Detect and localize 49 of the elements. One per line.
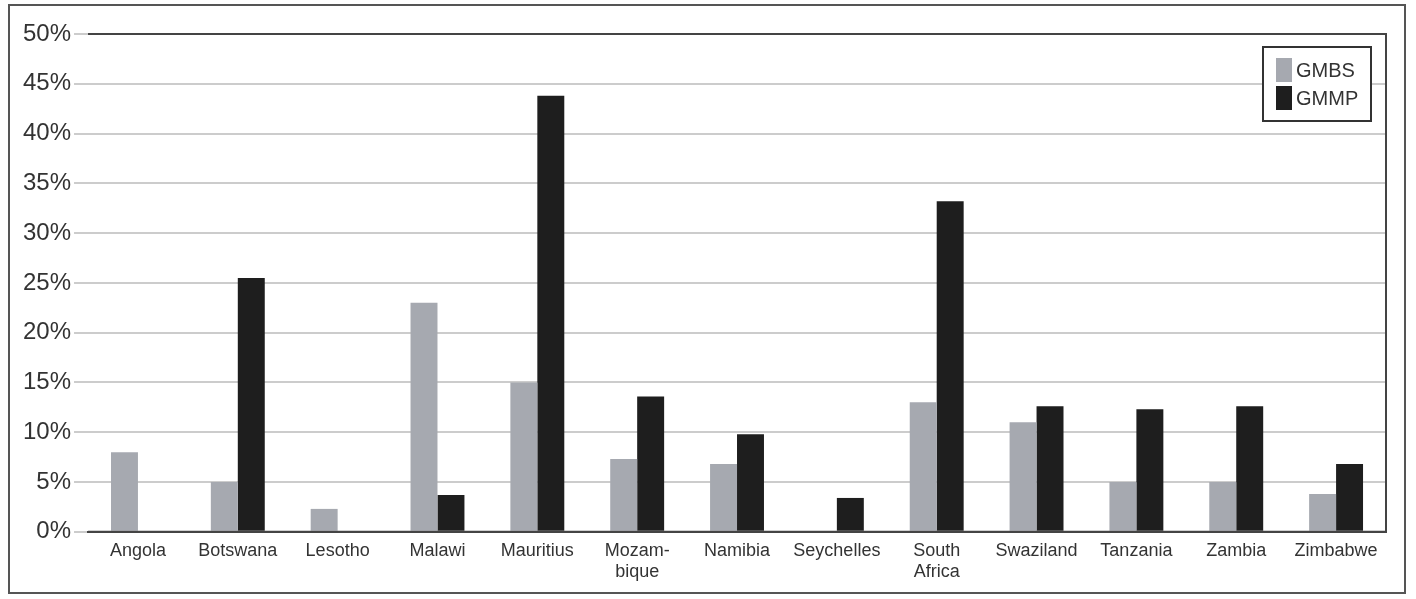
x-tick-label: Lesotho <box>305 539 370 560</box>
bar <box>1109 482 1137 531</box>
x-tick-label: Namibia <box>704 539 772 560</box>
bar <box>909 402 937 531</box>
x-tick-label: Zambia <box>1206 539 1268 560</box>
x-tick-label: South Africa <box>913 539 961 582</box>
y-tick-label: 20% <box>22 317 72 345</box>
y-tick-label: 35% <box>22 167 72 195</box>
bar <box>310 508 338 531</box>
bar <box>1009 422 1037 531</box>
bar <box>1136 409 1164 531</box>
y-tick-label: 25% <box>22 267 72 295</box>
bar <box>437 494 465 531</box>
bar <box>1036 406 1064 531</box>
x-tick-label: Mauritius <box>500 539 574 560</box>
x-tick-label: Tanzania <box>1100 539 1174 560</box>
legend-label: GMMP <box>1296 86 1359 110</box>
bar <box>1236 406 1264 531</box>
y-tick-label: 50% <box>22 18 72 46</box>
bar <box>510 382 538 531</box>
y-tick-label: 10% <box>22 416 72 444</box>
bar <box>737 434 764 531</box>
x-tick-label: Malawi <box>409 539 466 560</box>
bar <box>710 464 738 531</box>
y-tick-label: 30% <box>22 217 72 245</box>
y-tick-label: 45% <box>22 68 72 96</box>
y-tick-label: 15% <box>22 367 72 395</box>
legend-label: GMBS <box>1296 58 1355 82</box>
x-tick-label: Swaziland <box>995 539 1078 560</box>
bar <box>1336 464 1364 531</box>
x-tick-label: Botswana <box>198 539 279 560</box>
y-tick-label: 0% <box>36 516 72 544</box>
x-tick-label: Angola <box>109 539 167 560</box>
bar <box>936 201 964 531</box>
x-tick-label: Seychelles <box>793 539 881 560</box>
bar <box>537 95 565 531</box>
bar <box>836 497 864 531</box>
x-tick-label: Mozam-bique <box>604 539 670 582</box>
y-tick-label: 40% <box>22 118 72 146</box>
bar <box>410 302 438 531</box>
bar <box>637 396 665 531</box>
x-tick-label: Zimbabwe <box>1294 539 1378 560</box>
bar <box>610 459 638 531</box>
bar <box>1209 482 1237 531</box>
bar <box>111 452 138 531</box>
bar <box>210 482 238 531</box>
bar <box>237 277 265 531</box>
y-tick-label: 5% <box>36 466 72 494</box>
bar <box>1309 493 1337 531</box>
